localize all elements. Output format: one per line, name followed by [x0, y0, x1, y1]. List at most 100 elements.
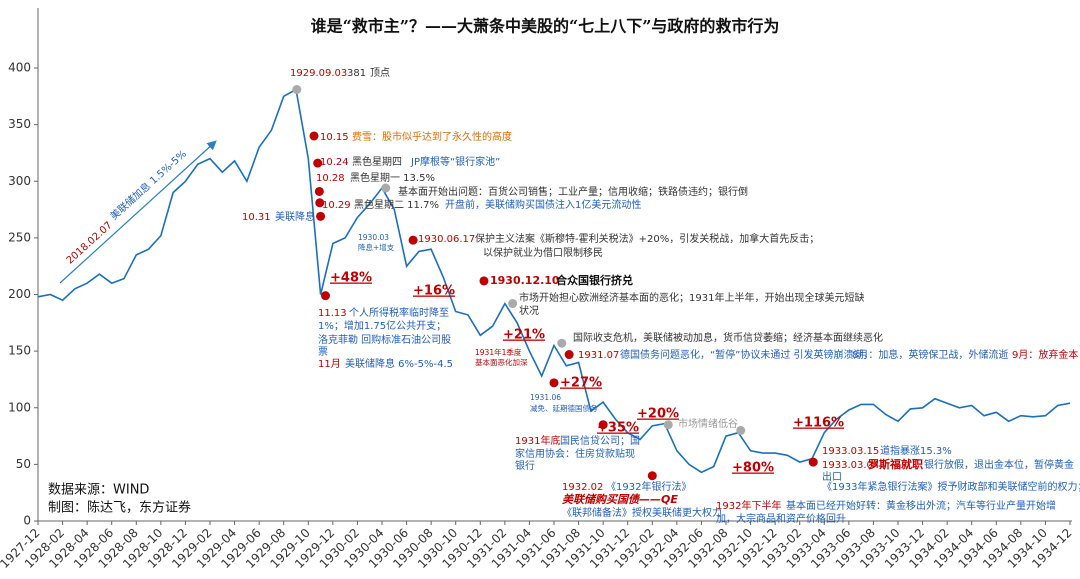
event-dot	[479, 276, 489, 286]
annotation: 个人所得税率临时降至	[349, 306, 449, 319]
annotation: 顶点	[370, 67, 390, 79]
annotation: 数据来源：WIND	[48, 483, 149, 498]
annotation: 2018.02.07	[65, 220, 115, 266]
annotation: 1930.03	[358, 233, 389, 242]
annotation: 1932.02	[562, 482, 603, 493]
annotation: 10.29	[322, 200, 351, 211]
event-dot	[309, 131, 319, 141]
annotation: 《1933年紧急银行法案》授予财政部和美联储空前的权力；	[822, 480, 1080, 493]
y-tick-label: 300	[8, 174, 31, 188]
annotation: 10.24	[320, 157, 349, 168]
event-dot	[314, 186, 324, 196]
annotation: 8月：加息，英镑保卫战，外储流逝	[852, 348, 1008, 361]
annotation: 出口	[822, 470, 842, 483]
annotation: 10.31	[242, 212, 271, 223]
annotation: 《1932年银行法》	[606, 480, 691, 493]
chart-title: 谁是“救市主”？——大萧条中美股的“七上八下”与政府的救市行为	[311, 17, 780, 36]
event-dot	[508, 299, 518, 309]
event-dot	[647, 471, 657, 481]
annotation: 1930.06.17	[418, 234, 475, 245]
annotation: 1930.12.10	[490, 274, 560, 287]
y-tick-label: 100	[8, 400, 31, 414]
event-dot	[564, 350, 574, 360]
event-dot	[313, 158, 323, 168]
annotation: 1933.03.04	[822, 460, 879, 471]
annotation: 市场情绪低谷	[678, 417, 738, 430]
annotation: 减免、延期德国债务	[530, 403, 598, 413]
annotation: 市场开始担心欧洲经济基本面的恶化；1931年上半年，开始出现全球美元短缺	[519, 291, 864, 304]
annotation: JP摩根等“银行家池”	[410, 155, 500, 168]
event-dot	[598, 420, 608, 430]
y-tick-label: 150	[8, 344, 31, 358]
annotation: 1931.06	[530, 393, 561, 402]
annotation: +20%	[637, 407, 679, 422]
event-dot	[292, 85, 302, 95]
annotation: 11.13	[318, 308, 347, 319]
annotation: 黑色星期二 11.7%	[354, 198, 439, 211]
annotation: 1931年底	[515, 434, 560, 447]
annotation: 美联储购买国债——QE	[562, 493, 678, 506]
annotation: 9月：放弃金本	[1012, 348, 1078, 361]
annotation: +35%	[597, 421, 639, 436]
index-line	[37, 88, 1071, 474]
event-dot	[663, 420, 673, 430]
annotation: 票	[318, 346, 328, 358]
annotation: +27%	[560, 376, 602, 391]
annotation: 开盘前，美联储购买国债注入1亿美元流动性	[445, 198, 641, 211]
y-tick-label: 250	[8, 230, 31, 244]
event-dot	[316, 211, 326, 221]
annotation: 基本面已经开始好转：黄金移出外流；汽车等行业产量开始增	[786, 499, 1056, 512]
annotation: 合众国银行挤兑	[556, 273, 633, 287]
annotation: 银行	[515, 459, 535, 472]
y-tick-label: 350	[8, 117, 31, 131]
annotation: 以保护就业为借口限制移民	[483, 246, 603, 259]
annotation: 基本面开始出问题：百货公司销售；工业产量；信用收缩；铁路债违约；银行倒	[398, 185, 748, 198]
annotation: 美联储加息 1.5%-5%	[107, 147, 189, 222]
annotation: 洛克菲勒 回购标准石油公司股	[318, 333, 451, 346]
annotation: 国民信贷公司；国	[560, 434, 640, 447]
annotation: 11月	[318, 358, 341, 370]
y-tick-label: 200	[8, 287, 31, 301]
annotation: 《联邦储备法》授权美联储更大权力	[562, 506, 722, 519]
annotation: 黑色星期一 13.5%	[350, 171, 435, 184]
annotation: 德国债务问题恶化，“暂停”协议未通过 引发英镑崩溃潮，	[620, 348, 874, 361]
event-dot	[808, 457, 818, 467]
annotation: 保护主义法案《斯穆特-霍利关税法》+20%，引发关税战，加拿大首先反击；	[475, 232, 819, 245]
event-dot	[381, 183, 391, 193]
annotation: +48%	[330, 271, 372, 286]
annotation: 罗斯福就职	[868, 457, 923, 471]
trend-arrow	[59, 140, 217, 284]
annotation: 家信用协会：住房贷款贴现	[515, 447, 635, 460]
annotation: 1%；增加1.75亿公共开支；	[318, 319, 446, 332]
annotation: 费雪：股市似乎达到了永久性的高度	[352, 130, 512, 143]
annotation: 美联降息	[275, 210, 315, 223]
peak-value: 381	[347, 68, 366, 79]
annotation: 10.15	[320, 132, 349, 143]
annotation: +80%	[732, 461, 774, 476]
annotation: 1931.07	[578, 350, 619, 361]
annotation: +116%	[793, 416, 844, 431]
annotation: 加，大宗商品和资产价格回升	[716, 512, 846, 525]
annotation: 10.28	[316, 173, 345, 184]
event-dot	[736, 425, 746, 435]
annotation: 1933.03.15	[822, 446, 879, 457]
y-tick-label: 50	[16, 457, 31, 471]
annotation: 银行放假，退出金本位，暂停黄金	[924, 458, 1074, 471]
annotation: 1931年1季度	[475, 347, 522, 357]
annotation: 基本面恶化加深	[475, 357, 528, 367]
y-tick-label: 400	[8, 61, 31, 75]
event-dot	[315, 198, 325, 208]
annotation: 状况	[519, 304, 539, 317]
event-dot	[320, 291, 330, 301]
annotation: 制图：陈达飞，东方证券	[48, 500, 191, 516]
annotation: 美联储降息 6%-5%-4.5	[345, 357, 453, 370]
event-dot	[557, 338, 567, 348]
annotation: +21%	[503, 328, 545, 343]
event-dot	[549, 378, 559, 388]
annotation: 道指暴涨15.3%	[880, 444, 952, 457]
annotation: 降息+增支	[358, 242, 395, 252]
annotation: 1929.09.03	[290, 68, 347, 79]
event-dot	[408, 235, 418, 245]
annotation: 1932年下半年	[716, 499, 781, 512]
